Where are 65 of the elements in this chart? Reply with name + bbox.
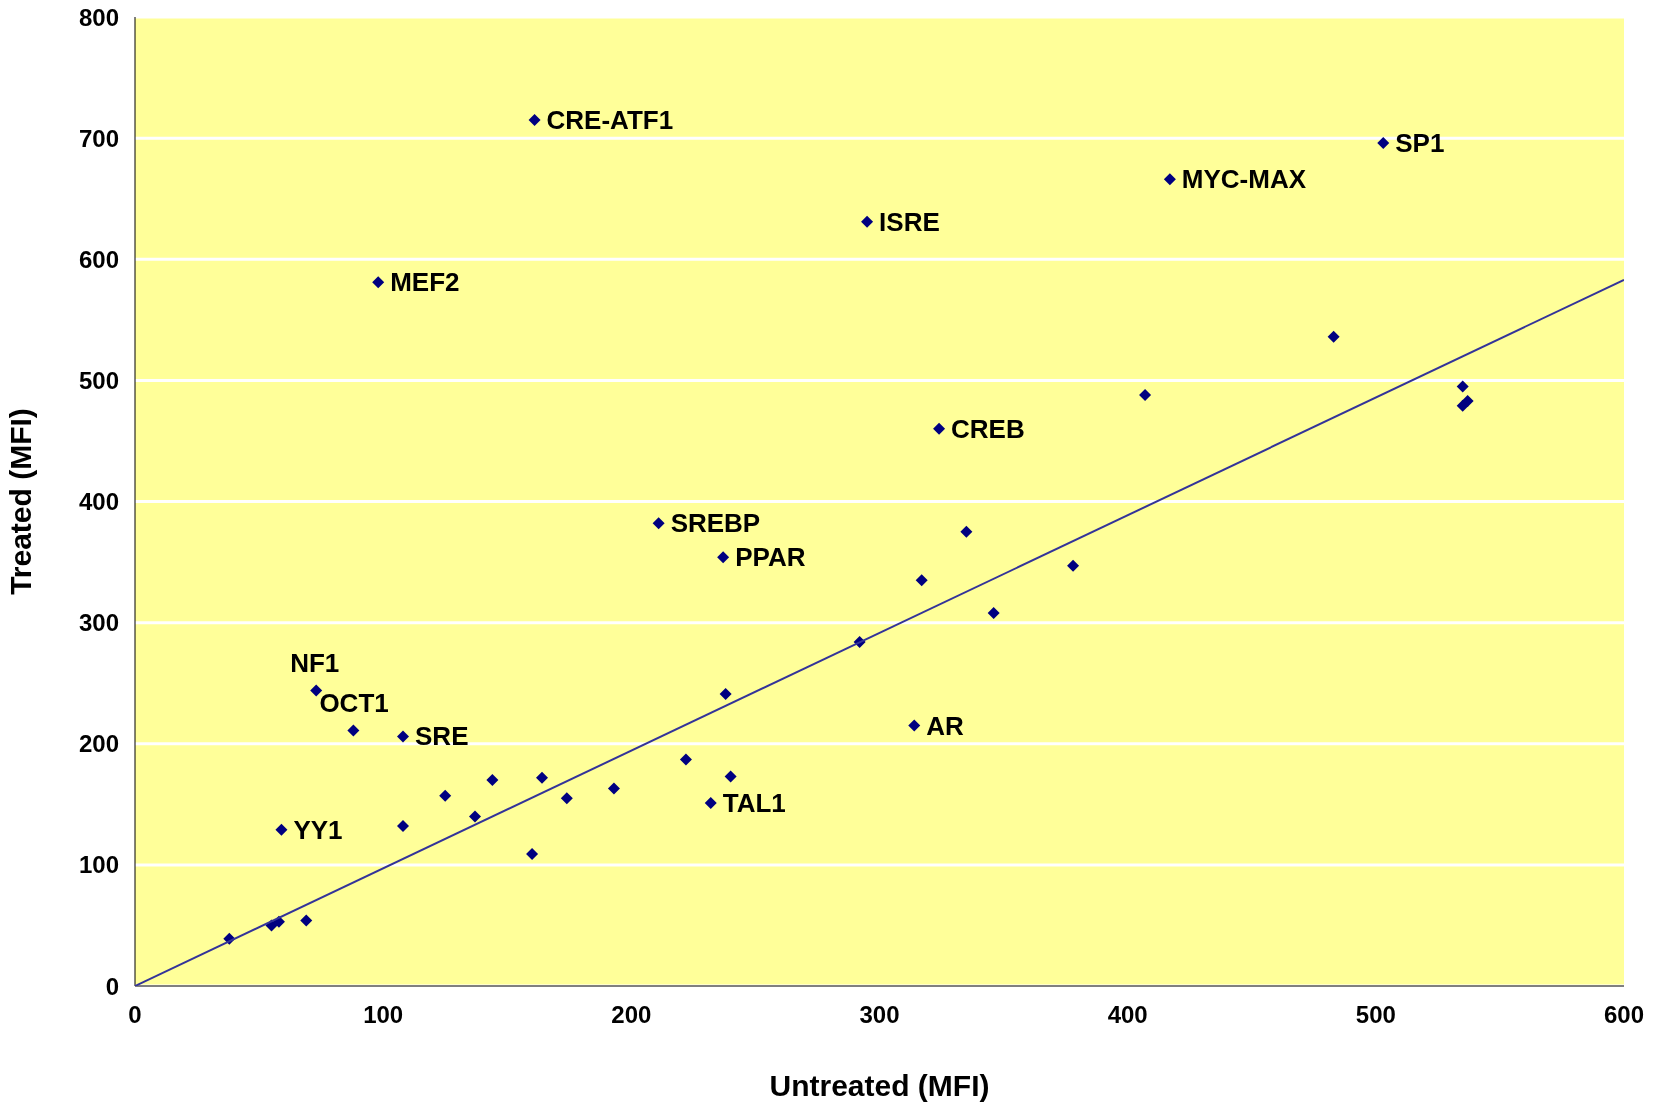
point (679, 753, 692, 766)
y-tick-label: 600 (78, 245, 119, 273)
annotation: CRE-ATF1 (546, 104, 674, 135)
point (607, 782, 620, 795)
y-tick-label: 800 (78, 3, 119, 31)
point (347, 724, 360, 737)
point (560, 792, 573, 805)
point (1163, 173, 1176, 186)
x-tick-label: 400 (1107, 1001, 1148, 1029)
point (1456, 380, 1469, 393)
annotation: OCT1 (319, 688, 389, 719)
point (1377, 136, 1390, 149)
y-tick-label: 500 (78, 366, 119, 394)
point (397, 820, 410, 833)
annotation: CREB (951, 413, 1025, 444)
point (439, 789, 452, 802)
point (372, 276, 385, 289)
point (486, 774, 499, 787)
point (1327, 330, 1340, 343)
x-tick-label: 500 (1355, 1001, 1396, 1029)
annotation: SREBP (670, 508, 761, 539)
y-tick-label: 200 (78, 730, 119, 758)
point (397, 730, 410, 743)
annotation: YY1 (293, 814, 343, 845)
annotation: TAL1 (722, 788, 786, 819)
x-tick-label: 0 (128, 1001, 142, 1029)
annotation: PPAR (735, 542, 806, 573)
annotation: MYC-MAX (1181, 164, 1307, 195)
point (300, 914, 313, 927)
point (468, 810, 481, 823)
point (908, 719, 921, 732)
point (652, 517, 665, 530)
point (915, 574, 928, 587)
y-tick-label: 400 (78, 488, 119, 516)
point (719, 688, 732, 701)
x-axis-title: Untreated (MFI) (769, 1069, 990, 1102)
point (1139, 388, 1152, 401)
annotation: SRE (415, 721, 469, 752)
point (717, 551, 730, 564)
y-axis-title: Treated (MFI) (3, 408, 37, 595)
y-tick-label: 700 (78, 124, 119, 152)
x-tick-label: 600 (1603, 1001, 1645, 1029)
point (526, 847, 539, 860)
point (528, 113, 541, 126)
x-tick-label: 200 (611, 1001, 652, 1029)
x-tick-label: 100 (363, 1001, 404, 1029)
point (535, 771, 548, 784)
point (1461, 394, 1474, 407)
point (861, 215, 874, 228)
annotation: ISRE (879, 206, 940, 237)
annotation: NF1 (290, 648, 340, 679)
point (275, 823, 288, 836)
x-tick-label: 300 (859, 1001, 900, 1029)
y-tick-label: 300 (78, 609, 119, 637)
point (987, 606, 1000, 619)
y-tick-label: 100 (78, 851, 119, 879)
point (1067, 559, 1080, 572)
point (933, 422, 946, 435)
y-tick-label: 0 (105, 972, 119, 1000)
point (704, 797, 717, 810)
annotation: AR (926, 710, 965, 741)
annotation: SP1 (1395, 127, 1445, 158)
point (960, 525, 973, 538)
annotation: MEF2 (390, 267, 460, 298)
point (724, 770, 737, 783)
